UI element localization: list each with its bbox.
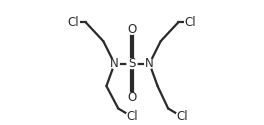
Circle shape [176, 111, 188, 123]
Circle shape [185, 16, 197, 28]
Circle shape [126, 111, 138, 123]
Text: O: O [127, 91, 137, 104]
Text: Cl: Cl [126, 110, 138, 123]
Circle shape [127, 59, 137, 69]
Circle shape [145, 59, 154, 68]
Text: N: N [145, 57, 154, 70]
Circle shape [128, 26, 136, 34]
Text: Cl: Cl [68, 16, 79, 29]
Text: Cl: Cl [176, 110, 188, 123]
Circle shape [110, 59, 119, 68]
Text: S: S [128, 57, 136, 70]
Circle shape [67, 16, 79, 28]
Text: N: N [110, 57, 119, 70]
Circle shape [128, 93, 136, 102]
Text: Cl: Cl [185, 16, 196, 29]
Text: O: O [127, 24, 137, 36]
